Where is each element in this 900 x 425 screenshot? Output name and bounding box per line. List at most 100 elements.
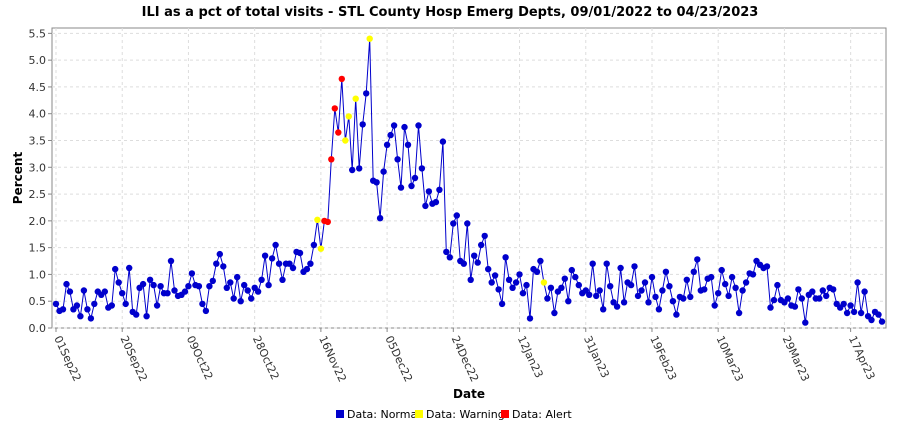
data-point-normal [397,184,405,191]
data-point-normal [634,292,642,300]
data-point-normal [607,283,614,290]
data-point-normal [617,264,624,272]
data-point-normal [620,299,628,306]
data-point-normal [861,288,868,295]
data-point-alert [331,105,338,112]
data-point-normal [265,281,272,289]
data-point-normal [582,287,589,294]
data-point-normal [376,215,384,222]
data-point-normal [823,292,830,300]
data-point-normal [610,299,617,306]
data-point-normal [91,300,98,308]
x-tick-label: 28Oct22 [250,334,282,382]
data-point-normal [464,220,471,227]
data-point-normal [652,293,659,301]
data-point-normal [774,281,781,289]
data-point-normal [432,198,440,206]
data-point-normal [237,298,244,305]
data-point-normal [181,288,189,295]
data-point-normal [565,298,572,305]
data-point-warning [540,279,548,286]
x-axis-ticks: 01Sep22 20Sep22 09Oct22 28Oct22 16Nov22 05Dec… [51,328,878,384]
data-point-alert [338,75,345,83]
data-point-normal [199,300,206,308]
data-point-normal [73,302,81,309]
data-point-normal [234,273,241,281]
data-point-normal [411,174,419,182]
data-point-normal [303,265,311,273]
y-tick-label: 1.0 [29,268,47,281]
data-point-normal [471,252,478,259]
data-point-normal [690,268,697,275]
data-point-normal [791,303,799,310]
data-point-alert [324,218,331,226]
data-point-normal [687,293,694,301]
data-point-normal [784,295,792,302]
data-point-normal [840,300,847,308]
data-point-normal [558,284,565,291]
data-point-normal [575,281,582,289]
data-point-normal [443,248,450,256]
data-point-normal [763,263,771,270]
data-point-normal [401,123,408,131]
data-point-normal [551,309,558,317]
data-point-normal [415,122,422,129]
x-tick-label: 20Sep22 [118,334,150,384]
data-point-warning [317,245,325,252]
data-point-normal [816,295,823,302]
data-point-normal [728,273,736,281]
data-point-normal [150,281,157,289]
y-tick-label: 5.0 [29,54,47,67]
gridlines [52,28,886,329]
data-point-normal [216,250,223,258]
data-point-normal [512,279,520,286]
data-point-normal [272,241,279,249]
data-point-normal [830,286,837,293]
data-point-normal [819,287,826,294]
data-point-normal [547,284,555,291]
data-point-normal [59,306,67,313]
data-point-normal [533,268,541,275]
data-point-alert [328,156,335,163]
y-axis-ticks: 0.0 0.5 1.0 1.5 2.0 2.5 3.0 3.5 4.0 4.5 5.0 5.5 [29,27,52,335]
data-point-normal [133,311,140,318]
data-point-normal [383,141,391,148]
data-point-normal [356,165,363,172]
data-point-normal [711,302,718,309]
data-point-normal [722,280,729,288]
data-point-normal [112,265,119,273]
data-point-normal [248,295,255,302]
data-point-normal [795,286,802,293]
data-point-normal [258,276,265,283]
data-point-normal [701,286,708,293]
data-point-normal [732,284,739,291]
data-point-normal [359,121,366,128]
data-point-normal [878,318,886,325]
x-tick-label: 19Feb23 [647,334,679,383]
data-point-normal [195,283,203,290]
data-point-normal [77,313,84,320]
data-point-normal [126,264,133,272]
data-point-normal [505,276,513,283]
data-point-normal [683,276,690,283]
data-point-normal [767,304,774,311]
legend-swatch-warning [415,410,423,418]
data-point-normal [537,257,544,265]
x-tick-label: 05Dec22 [382,334,415,384]
data-point-normal [875,311,882,318]
data-point-warning [345,113,352,120]
data-point-normal [673,311,680,318]
data-point-normal [230,295,237,302]
data-point-normal [843,309,851,317]
data-point-normal [380,168,387,175]
data-point-normal [648,273,656,281]
data-point-warning [342,137,349,144]
data-points [52,35,886,326]
data-point-normal [715,290,722,297]
data-point-normal [108,302,116,309]
data-point-normal [52,300,60,308]
data-point-normal [373,179,380,186]
y-tick-label: 4.5 [29,81,47,94]
legend-label-warning: Data: Warning [426,408,505,421]
